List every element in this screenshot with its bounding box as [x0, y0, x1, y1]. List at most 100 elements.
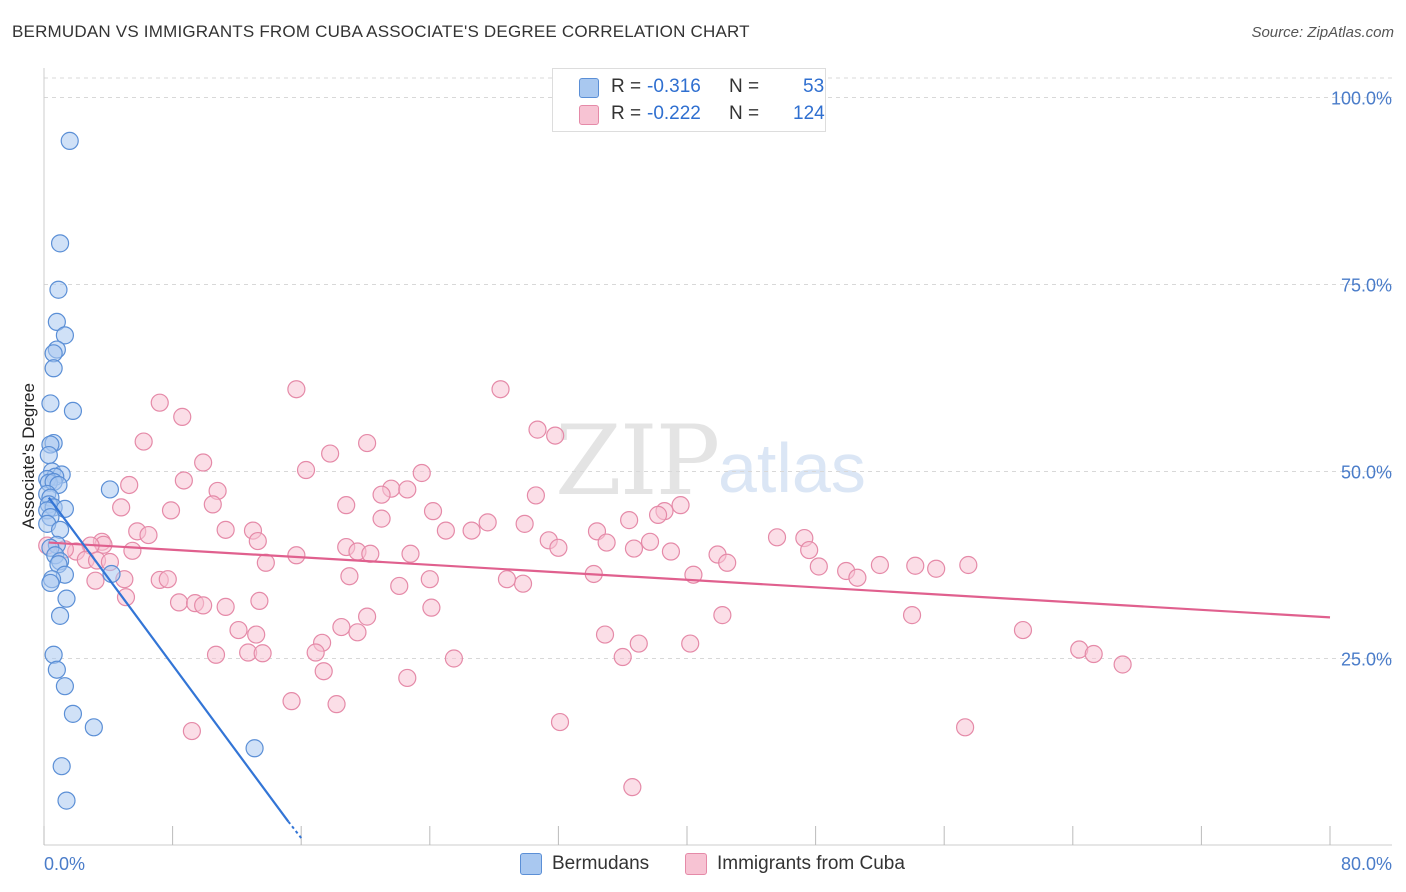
bermudan-point: [52, 757, 71, 776]
bermudan-point: [60, 131, 79, 150]
y-tick-label: 50.0%: [1341, 463, 1392, 483]
cuba-point: [800, 540, 819, 560]
trend-lines: [47, 497, 1331, 839]
cuba-point: [348, 623, 367, 642]
cuba-point: [515, 514, 534, 533]
bermudan-point: [44, 359, 63, 378]
cuba-point: [597, 533, 616, 552]
bermudan-point: [50, 520, 70, 539]
legend-swatch-blue: [579, 78, 599, 98]
cuba-point: [420, 570, 439, 589]
axis-labels: 25.0% 50.0% 75.0% 100.0% 0.0% 80.0% Associate'…: [19, 89, 1392, 875]
cuba-point: [248, 531, 267, 551]
bermudan-point: [47, 660, 66, 679]
cuba-point: [216, 597, 235, 616]
cuba-point: [332, 617, 351, 637]
cuba-point: [134, 432, 153, 451]
cuba-point: [327, 695, 346, 714]
legend-n-label: N =: [729, 76, 760, 97]
chart-title: BERMUDAN VS IMMIGRANTS FROM CUBA ASSOCIA…: [12, 22, 750, 41]
bermudan-point: [49, 280, 68, 299]
cuba-point: [390, 576, 409, 596]
cuba-point: [182, 721, 201, 741]
bermudan-point: [84, 718, 103, 737]
cuba-point: [624, 539, 644, 558]
bermudan-point: [63, 704, 83, 723]
bermudan-point: [55, 326, 74, 345]
bermudan-point: [44, 645, 63, 664]
cuba-point: [595, 625, 615, 644]
y-tick-label: 100.0%: [1331, 89, 1392, 109]
x-tick-label: 80.0%: [1341, 854, 1392, 874]
cuba-point: [955, 718, 975, 737]
bermudan-trend-line: [47, 497, 290, 823]
cuba-point: [123, 541, 142, 560]
bermudan-point: [245, 739, 264, 758]
x-tick-label: 0.0%: [44, 854, 85, 874]
cuba-point: [549, 538, 568, 557]
legend-n-label: N =: [729, 103, 760, 124]
watermark-atlas: atlas: [718, 429, 866, 507]
cuba-point: [203, 495, 222, 514]
cuba-point: [927, 559, 946, 578]
bermudan-point: [50, 606, 70, 625]
cuba-point: [478, 513, 497, 532]
legend-r-label: R =: [611, 103, 642, 124]
cuba-point: [340, 567, 359, 586]
cuba-point: [194, 453, 213, 472]
cuba-point: [112, 498, 131, 517]
cuba-point: [116, 588, 136, 607]
cuba-point: [681, 634, 700, 653]
cuba-point: [444, 649, 464, 668]
cuba-point: [253, 644, 272, 663]
cuba-point: [906, 556, 925, 575]
cuba-point: [809, 557, 828, 576]
cuba-point: [173, 407, 192, 426]
cuba-point: [959, 555, 978, 575]
bermudan-point: [100, 480, 120, 499]
watermark-zip: ZIP: [555, 405, 720, 517]
cuba-point: [358, 607, 377, 626]
cuba-point: [174, 471, 193, 490]
bermudan-trend-extension: [287, 820, 302, 839]
cuba-point: [640, 532, 660, 551]
bermudan-point: [57, 589, 76, 608]
bermudan-point: [41, 394, 60, 413]
cuba-point: [287, 380, 306, 399]
correlation-legend: R = -0.316 N = 53 R = -0.222 N = 124: [552, 68, 826, 132]
cuba-trend-line: [48, 541, 1331, 619]
cuba-point: [216, 520, 235, 539]
axes: [43, 68, 1392, 846]
cuba-point: [528, 420, 547, 439]
legend-r-value: -0.222: [647, 103, 701, 124]
cuba-point: [321, 444, 340, 463]
cuba-point: [718, 553, 737, 572]
y-tick-label: 25.0%: [1341, 650, 1392, 670]
cuba-point: [550, 712, 570, 732]
cuba-point: [250, 591, 269, 611]
cuba-point: [306, 643, 325, 662]
y-tick-label: 75.0%: [1341, 276, 1392, 296]
cuba-point: [150, 393, 169, 412]
cuba-point: [526, 486, 545, 505]
cuba-point: [1013, 620, 1033, 640]
legend-n-value: 124: [793, 103, 825, 124]
cuba-point: [423, 502, 443, 521]
cuba-point: [401, 544, 420, 563]
bottom-legend-swatch-blue: [520, 853, 542, 875]
cuba-point: [372, 485, 391, 504]
cuba-point: [256, 553, 275, 572]
cuba-point: [194, 596, 213, 615]
cuba-point: [206, 645, 226, 664]
bermudan-point: [55, 677, 74, 696]
cuba-point: [767, 528, 787, 547]
cuba-point: [462, 521, 481, 540]
cuba-point: [436, 521, 455, 540]
cuba-point: [629, 634, 648, 653]
cuba-point: [902, 606, 922, 625]
cuba-point: [661, 542, 681, 561]
cuba-point: [120, 475, 139, 495]
cuba-point: [247, 625, 266, 644]
cuba-point: [1084, 644, 1103, 664]
legend-r-value: -0.316: [647, 76, 701, 97]
